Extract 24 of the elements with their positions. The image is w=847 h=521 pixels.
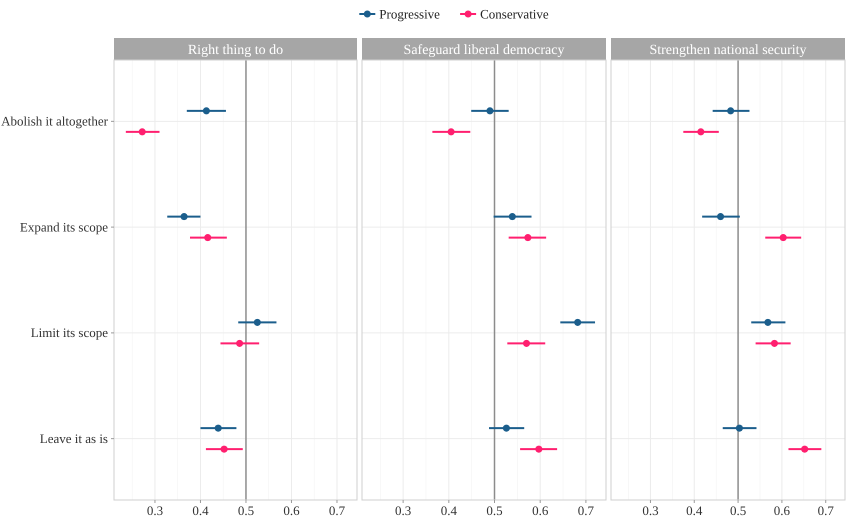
chart-title: Strengthen national security xyxy=(649,43,807,58)
x-tick-label: 0.6 xyxy=(532,503,549,518)
x-tick-label: 0.5 xyxy=(730,503,746,518)
x-tick-label: 0.6 xyxy=(774,503,791,518)
x-tick-label: 0.3 xyxy=(146,503,164,518)
chart-title: Right thing to do xyxy=(188,43,284,58)
x-tick-label: 0.7 xyxy=(578,503,595,518)
y-tick-label: Abolish it altogether xyxy=(1,114,109,129)
y-tick-label: Leave it as is xyxy=(40,430,108,446)
x-tick-label: 0.5 xyxy=(238,503,254,518)
x-tick-label: 0.4 xyxy=(192,503,210,518)
x-tick-label: 0.6 xyxy=(283,503,300,518)
y-tick-label: Limit its scope xyxy=(30,325,108,340)
x-tick-label: 0.4 xyxy=(686,503,703,518)
x-tick-label: 0.7 xyxy=(328,503,346,518)
legend-label: Progressive xyxy=(379,6,440,22)
x-tick-label: 0.7 xyxy=(818,503,834,518)
legend-label: Conservative xyxy=(480,6,549,22)
x-tick-label: 0.5 xyxy=(486,503,503,518)
y-tick-label: Expand its scope xyxy=(20,219,108,234)
x-tick-label: 0.3 xyxy=(395,503,412,518)
x-tick-label: 0.4 xyxy=(440,503,458,518)
chart-title: Safeguard liberal democracy xyxy=(404,43,564,58)
x-tick-label: 0.3 xyxy=(642,503,659,518)
